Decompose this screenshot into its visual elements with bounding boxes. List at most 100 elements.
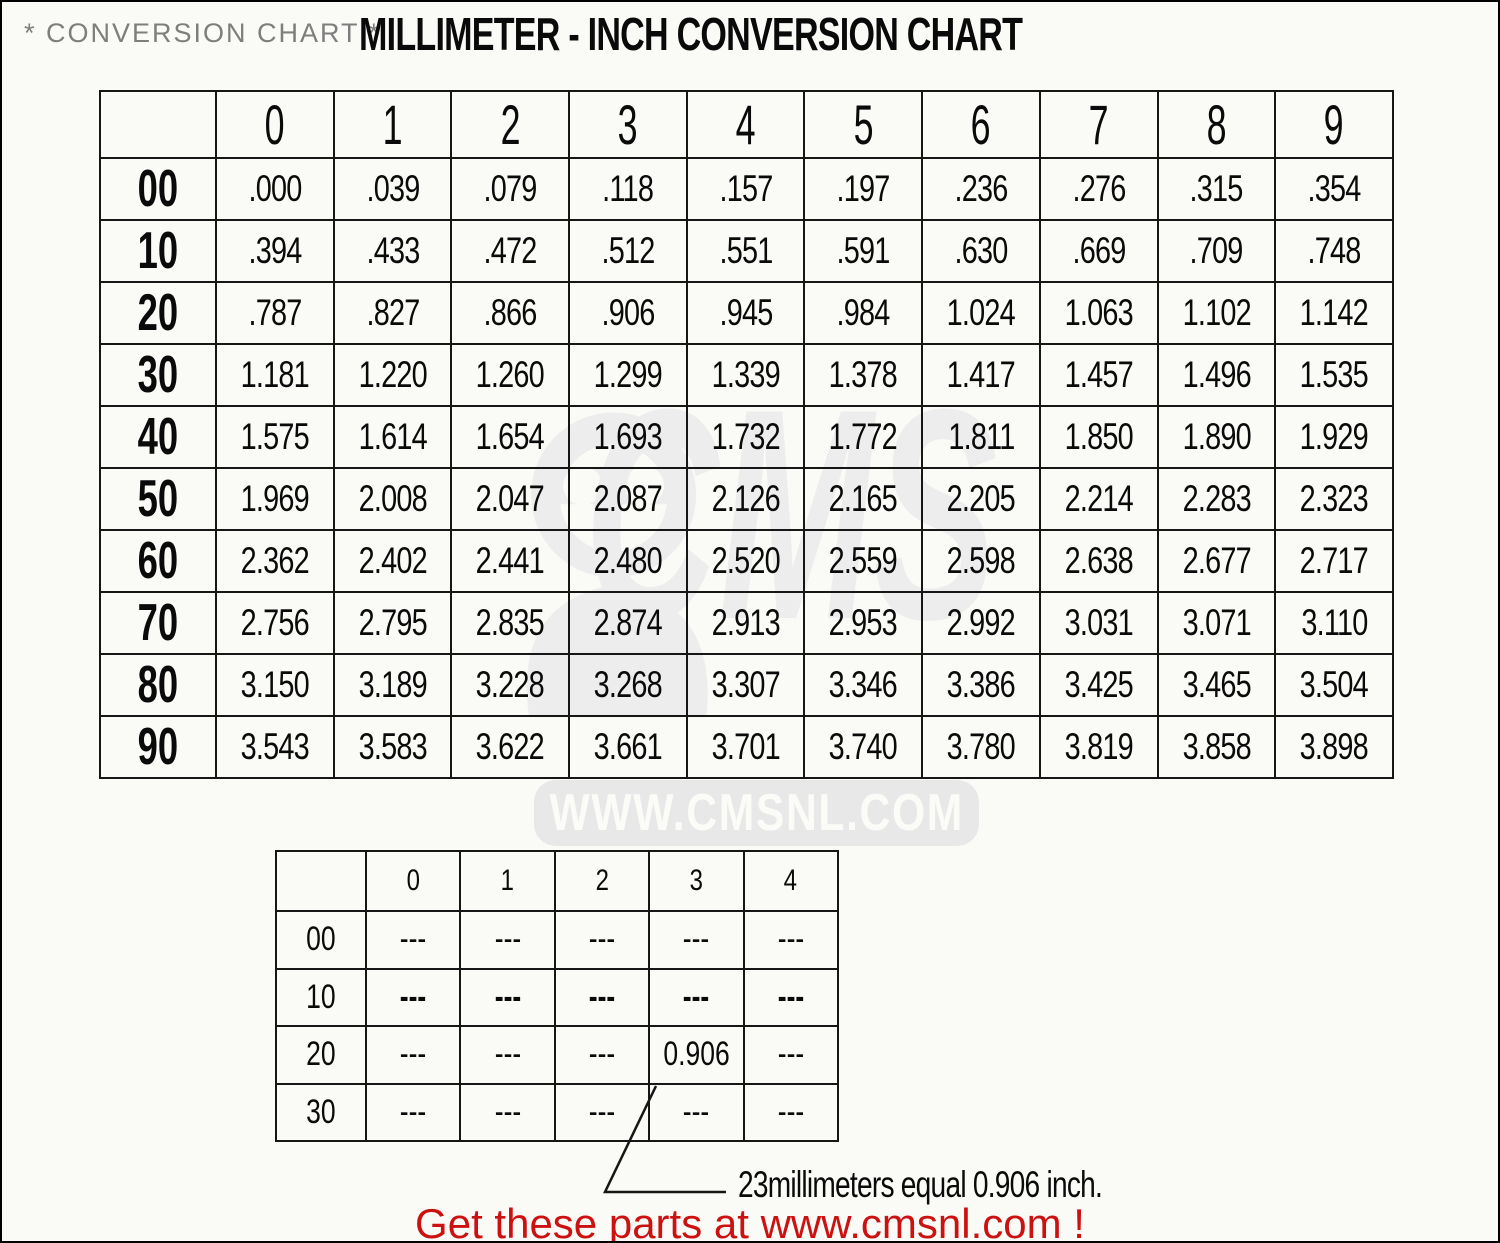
cell-70-3: 2.874: [568, 591, 688, 655]
cell-30-8: 1.496: [1156, 343, 1277, 407]
table-row-00: 00.000.039.079.118.157.197.236.276.315.3…: [99, 157, 1394, 221]
cell-10-4: .551: [685, 219, 806, 283]
row-header-00: 00: [99, 157, 217, 221]
cell-70-4: 2.913: [685, 591, 806, 655]
cell-80-9: 3.504: [1274, 653, 1394, 717]
cell-90-1: 3.583: [332, 715, 453, 779]
col-header-1: 1: [332, 90, 453, 159]
cell-50-4: 2.126: [685, 467, 806, 531]
cell-20-6: 1.024: [921, 281, 1041, 345]
cell-00-2: ---: [553, 910, 651, 970]
col-header-2: 2: [450, 90, 571, 159]
cell-20-9: 1.142: [1274, 281, 1394, 345]
row-header-80: 80: [99, 653, 217, 717]
example-annotation: 23millimeters equal 0.906 inch.: [738, 1164, 1217, 1206]
cell-90-4: 3.701: [685, 715, 806, 779]
watermark-url-band: WWW.CMSNL.COM: [534, 780, 979, 846]
cell-90-2: 3.622: [450, 715, 571, 779]
table-row-60: 60 2.362 2.402 2.441 2.480 2.520 2.559 2.598 2.6…: [99, 529, 1394, 593]
col-header-4: 4: [685, 90, 806, 159]
cell-10-1: ---: [459, 967, 556, 1027]
col-header-4: 4: [742, 850, 839, 912]
row-header-90: 90: [99, 715, 217, 779]
example-annotation-text: 23millimeters equal 0.906 inch.: [738, 1164, 1103, 1205]
cell-10-6: .630: [921, 219, 1041, 283]
table-row-10: 10.394.433.472.512.551.591.630.669.709.7…: [99, 219, 1394, 283]
cell-20-0: ---: [364, 1025, 462, 1085]
col-header-0: 0: [215, 90, 335, 159]
cell-00-8: .315: [1156, 157, 1277, 221]
cell-40-5: 1.772: [803, 405, 924, 469]
table-row-70: 70 2.756 2.795 2.835 2.874 2.913 2.953 2.992 3.0…: [99, 591, 1394, 655]
page-title-text: MILLIMETER - INCH CONVERSION CHART: [359, 8, 1023, 60]
cell-50-5: 2.165: [803, 467, 924, 531]
table-row-20: 20 --- --- --- 0.906 ---: [275, 1025, 839, 1085]
cell-90-5: 3.740: [803, 715, 924, 779]
col-header-7: 7: [1038, 90, 1159, 159]
cell-50-0: 1.969: [215, 467, 335, 531]
cell-20-1: ---: [459, 1025, 556, 1085]
cell-10-8: .709: [1156, 219, 1277, 283]
watermark-url-text: WWW.CMSNL.COM: [549, 784, 964, 842]
cell-00-7: .276: [1038, 157, 1159, 221]
cell-20-3: 0.906: [648, 1025, 745, 1085]
row-header-60: 60: [99, 529, 217, 593]
table-row-40: 40 1.575 1.614 1.654 1.693 1.732 1.772 1.811 1.8…: [99, 405, 1394, 469]
cell-90-9: 3.898: [1274, 715, 1394, 779]
cell-50-6: 2.205: [921, 467, 1041, 531]
row-header-40: 40: [99, 405, 217, 469]
cell-30-2: 1.260: [450, 343, 571, 407]
corner-cell: [275, 850, 367, 912]
cell-70-5: 2.953: [803, 591, 924, 655]
cell-60-2: 2.441: [450, 529, 571, 593]
cell-70-9: 3.110: [1274, 591, 1394, 655]
cell-00-4: ---: [742, 910, 839, 970]
cell-60-9: 2.717: [1274, 529, 1394, 593]
cell-20-2: .866: [450, 281, 571, 345]
cell-60-1: 2.402: [332, 529, 453, 593]
cell-80-0: 3.150: [215, 653, 335, 717]
cell-40-7: 1.850: [1038, 405, 1159, 469]
cell-50-3: 2.087: [568, 467, 688, 531]
row-header-10: 10: [99, 219, 217, 283]
cell-30-0: ---: [364, 1082, 462, 1142]
cell-30-9: 1.535: [1274, 343, 1394, 407]
table-row-30: 30 1.181 1.220 1.260 1.299 1.339 1.378 1.417 1.4…: [99, 343, 1394, 407]
cell-20-4: ---: [742, 1025, 839, 1085]
cell-40-1: 1.614: [332, 405, 453, 469]
cell-90-0: 3.543: [215, 715, 335, 779]
cell-30-4: ---: [742, 1082, 839, 1142]
cell-30-7: 1.457: [1038, 343, 1159, 407]
cell-70-2: 2.835: [450, 591, 571, 655]
col-header-8: 8: [1156, 90, 1277, 159]
cell-40-4: 1.732: [685, 405, 806, 469]
cell-80-3: 3.268: [568, 653, 688, 717]
cell-30-3: ---: [648, 1082, 745, 1142]
cell-80-1: 3.189: [332, 653, 453, 717]
col-header-2: 2: [553, 850, 651, 912]
row-header-20: 20: [99, 281, 217, 345]
cell-40-2: 1.654: [450, 405, 571, 469]
table-row-00: 00 --- --- --- --- ---: [275, 910, 839, 970]
cell-80-2: 3.228: [450, 653, 571, 717]
cell-40-3: 1.693: [568, 405, 688, 469]
cell-10-3: ---: [648, 967, 745, 1027]
cell-20-7: 1.063: [1038, 281, 1159, 345]
cell-00-6: .236: [921, 157, 1041, 221]
cell-40-9: 1.929: [1274, 405, 1394, 469]
cell-90-7: 3.819: [1038, 715, 1159, 779]
example-lookup-table: 0 1 2 3 4 00 --- --- --- --- --- 10 --- --- --- --- --- 2…: [275, 850, 839, 1142]
cell-30-3: 1.299: [568, 343, 688, 407]
table-row-10: 10 --- --- --- --- ---: [275, 967, 839, 1027]
cell-20-5: .984: [803, 281, 924, 345]
col-header-1: 1: [459, 850, 556, 912]
cell-30-2: ---: [553, 1082, 651, 1142]
table-row-90: 90 3.543 3.583 3.622 3.661 3.701 3.740 3.780 3.8…: [99, 715, 1394, 779]
cell-80-4: 3.307: [685, 653, 806, 717]
cell-10-2: .472: [450, 219, 571, 283]
col-header-0: 0: [364, 850, 462, 912]
cell-20-8: 1.102: [1156, 281, 1277, 345]
cell-00-5: .197: [803, 157, 924, 221]
cell-60-8: 2.677: [1156, 529, 1277, 593]
